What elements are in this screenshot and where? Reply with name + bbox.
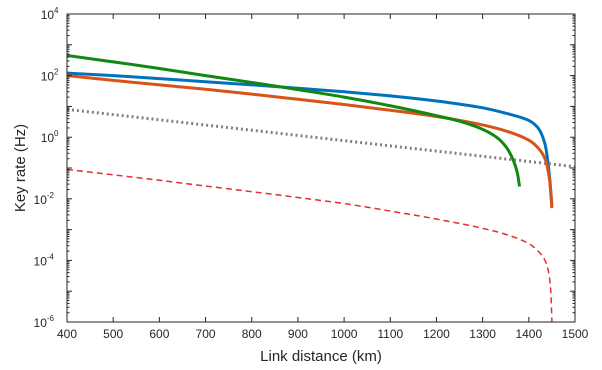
x-tick-label: 600 (149, 327, 169, 341)
y-tick-exponent: -4 (47, 252, 55, 261)
series-line-4 (67, 107, 575, 169)
x-tick-label: 500 (103, 327, 123, 341)
plot-area (67, 14, 575, 322)
y-tick-base: 10 (34, 193, 48, 207)
x-tick-label: 1300 (469, 327, 496, 341)
y-tick-label: 10-2 (34, 191, 55, 207)
x-tick-label: 1000 (331, 327, 358, 341)
x-tick-label: 1200 (423, 327, 450, 341)
ticks-layer: 400 500 600 700 800 900 1000 1100 1200 1300 1400 15… (34, 6, 589, 341)
series-layer (67, 53, 575, 322)
y-tick-base: 10 (34, 254, 48, 268)
y-tick-exponent: -2 (47, 191, 55, 200)
series-line-5 (67, 168, 553, 322)
series-line-1 (67, 71, 554, 206)
y-tick-exponent: -6 (47, 314, 55, 323)
y-tick-base: 10 (41, 8, 55, 22)
y-axis-label: Key rate (Hz) (12, 124, 29, 212)
x-tick-label: 400 (57, 327, 77, 341)
series-line-3 (67, 53, 522, 187)
y-tick-exponent: 0 (54, 129, 59, 138)
y-tick-base: 10 (34, 316, 48, 330)
y-tick-label: 104 (41, 6, 59, 22)
x-tick-label: 1100 (377, 327, 403, 341)
y-tick-exponent: 2 (54, 68, 59, 77)
y-tick-label: 100 (41, 129, 59, 145)
x-tick-label: 1400 (515, 327, 542, 341)
x-axis-label: Link distance (km) (260, 348, 382, 365)
x-tick-label: 1500 (562, 327, 589, 341)
x-tick-label: 800 (242, 327, 262, 341)
y-tick-base: 10 (41, 131, 55, 145)
y-tick-label: 10-4 (34, 252, 55, 268)
y-tick-label: 10-6 (34, 314, 55, 330)
y-tick-base: 10 (41, 70, 55, 84)
x-tick-label: 900 (288, 327, 308, 341)
series-line-2 (67, 74, 554, 209)
y-tick-label: 102 (41, 68, 59, 84)
y-tick-exponent: 4 (54, 6, 59, 15)
x-tick-label: 700 (196, 327, 216, 341)
